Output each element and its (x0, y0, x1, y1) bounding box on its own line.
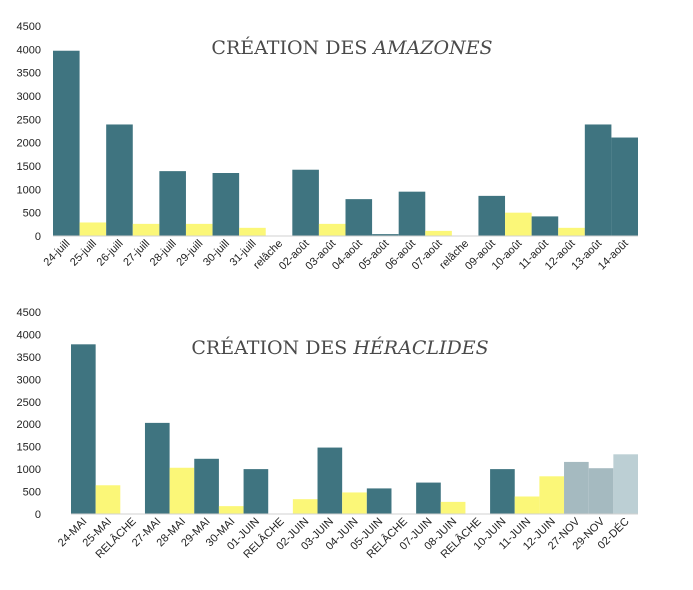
bar (478, 195, 506, 236)
bar (584, 124, 612, 236)
x-tick-label: 25-juill (68, 238, 99, 269)
bar (95, 485, 121, 514)
chart-title-heraclides: CRÉATION DES HÉRACLIDES (191, 336, 488, 359)
bar (144, 422, 170, 514)
bar (490, 469, 515, 514)
x-tick-label: 29-juill (174, 238, 205, 269)
bar (243, 469, 269, 514)
bar (159, 171, 186, 236)
bar (71, 344, 96, 514)
y-tick-label: 3000 (17, 91, 41, 103)
x-tick-label: 30-juill (201, 238, 232, 269)
chart-title-prefix: CRÉATION DES (211, 36, 373, 59)
bar (505, 212, 532, 236)
y-tick-label: 4000 (17, 44, 41, 56)
bar (79, 222, 107, 236)
y-tick-label: 3500 (17, 352, 41, 364)
bar (212, 173, 240, 236)
y-tick-label: 2500 (17, 114, 41, 126)
y-tick-label: 1500 (17, 161, 41, 173)
y-tick-label: 2000 (17, 419, 41, 431)
y-tick-label: 4500 (17, 21, 41, 33)
bar (611, 137, 638, 236)
bar (185, 223, 213, 236)
y-tick-label: 4500 (17, 307, 41, 319)
y-tick-label: 1000 (17, 184, 41, 196)
bar (372, 234, 399, 236)
y-tick-label: 500 (23, 487, 41, 499)
chart-title-prefix: CRÉATION DES (191, 336, 353, 359)
chart-title-emphasis: AMAZONES (371, 37, 492, 59)
bar (239, 227, 266, 236)
chart-title-emphasis: HÉRACLIDES (352, 336, 488, 359)
x-tick-label: 26-juill (95, 238, 126, 269)
bar (345, 199, 373, 236)
y-tick-label: 1000 (17, 464, 41, 476)
bar (613, 454, 638, 514)
bar (416, 482, 441, 514)
y-tick-label: 3500 (17, 68, 41, 80)
bar (318, 223, 346, 236)
y-tick-label: 0 (35, 509, 41, 521)
bar (169, 467, 195, 514)
bar (588, 468, 614, 514)
bar (531, 216, 559, 236)
bar (539, 476, 565, 514)
bar (558, 227, 585, 236)
y-tick-label: 0 (35, 231, 41, 243)
bar (106, 124, 133, 236)
x-tick-label: 28-juill (148, 238, 179, 269)
bar (53, 50, 80, 237)
bar (564, 461, 589, 514)
bar (398, 191, 426, 236)
y-tick-label: 1500 (17, 442, 41, 454)
bar (317, 447, 343, 514)
bar (342, 492, 367, 514)
bar (440, 501, 466, 514)
x-tick-label: 27-juill (121, 238, 152, 269)
y-tick-label: 4000 (17, 329, 41, 341)
chart-heraclides: CRÉATION DES HÉRACLIDES 0 500 1000 1500 2000… (17, 307, 638, 561)
bar (132, 223, 160, 236)
y-tick-label: 500 (23, 208, 41, 220)
y-tick-label: 3000 (17, 374, 41, 386)
chart-amazones: CRÉATION DES AMAZONES 0 500 1000 1500 2000 25… (17, 21, 638, 273)
x-tick-label: 24-juill (41, 238, 72, 269)
y-tick-label: 2500 (17, 397, 41, 409)
bar (218, 506, 244, 514)
x-tick-label: 14-août (596, 238, 631, 273)
bar (425, 230, 452, 236)
y-tick-label: 2000 (17, 138, 41, 150)
bar (292, 169, 319, 236)
bar (366, 488, 392, 514)
bar (514, 496, 540, 514)
chart-title-amazones: CRÉATION DES AMAZONES (211, 36, 492, 59)
x-tick-label: 07-août (410, 238, 445, 273)
bar (292, 499, 318, 514)
bar (194, 458, 219, 514)
